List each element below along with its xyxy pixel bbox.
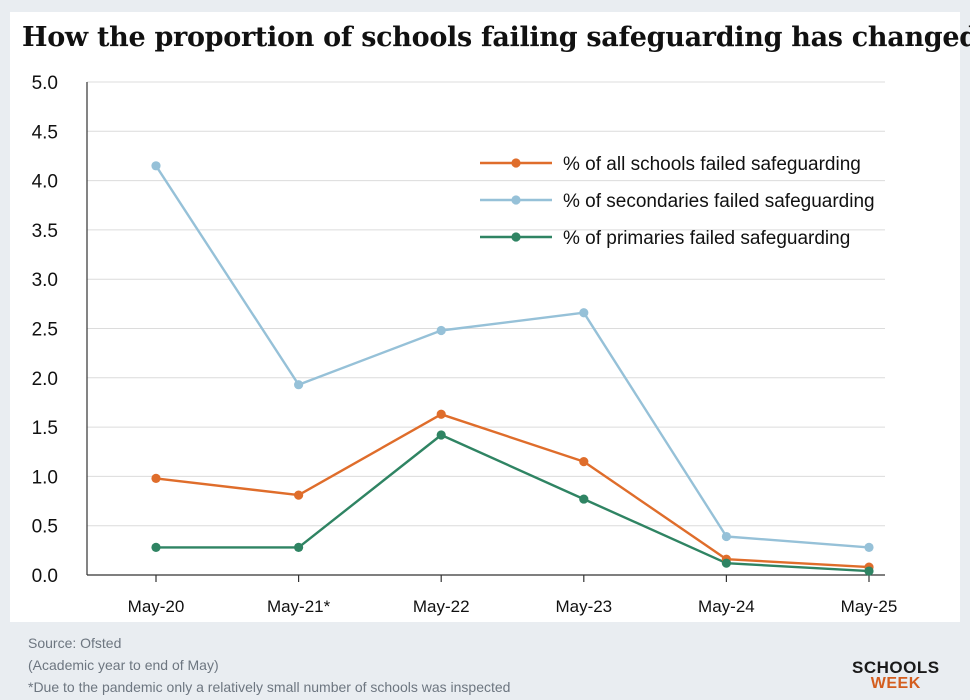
- y-tick-label: 0.5: [32, 517, 58, 538]
- axes: [86, 82, 885, 582]
- y-tick-label: 4.0: [32, 172, 58, 193]
- x-tick-label: May-20: [128, 597, 185, 616]
- x-tick-label: May-21*: [267, 597, 331, 616]
- y-tick-labels: 0.0 0.5 1.0 1.5 2.0 2.5 3.0 3.5 4.0 4.5 5.0: [32, 73, 58, 587]
- gridlines: [87, 81, 885, 527]
- series-line-primaries: [156, 433, 870, 573]
- series-line-all-schools: [155, 413, 870, 569]
- legend: % of all schools failed safeguarding % of…: [480, 154, 875, 249]
- data-point-secondaries: [436, 325, 446, 336]
- series-points: [151, 161, 874, 576]
- x-tick-label: May-24: [698, 597, 755, 616]
- y-tick-label: 4.5: [32, 122, 58, 143]
- legend-label: % of all schools failed safeguarding: [563, 154, 861, 175]
- data-point-secondaries: [864, 542, 874, 552]
- y-tick-label: 0.0: [32, 566, 58, 587]
- y-tick-label: 1.5: [32, 418, 58, 439]
- y-tick-label: 1.0: [32, 467, 58, 488]
- academic-year-note: (Academic year to end of May): [28, 657, 219, 673]
- data-point-all-schools: [294, 490, 304, 500]
- legend-label: % of primaries failed safeguarding: [563, 228, 850, 249]
- x-tick-label: May-23: [555, 597, 612, 616]
- data-point-secondaries: [151, 161, 161, 171]
- data-point-primaries: [579, 494, 589, 504]
- data-point-primaries: [151, 542, 161, 552]
- y-tick-label: 3.0: [32, 270, 58, 291]
- data-point-primaries: [864, 566, 874, 576]
- chart-title: How the proportion of schools failing sa…: [22, 22, 970, 53]
- data-point-primaries: [721, 558, 732, 568]
- legend-marker: [511, 158, 521, 168]
- x-tick-label: May-22: [413, 597, 470, 616]
- source-note: Source: Ofsted: [28, 635, 122, 651]
- data-point-primaries: [436, 430, 446, 440]
- y-tick-label: 2.0: [32, 369, 58, 390]
- x-tick-labels: May-20 May-21* May-22 May-23 May-24 May-25: [128, 597, 898, 616]
- series-line-secondaries: [154, 165, 870, 549]
- data-point-all-schools: [436, 409, 446, 419]
- y-tick-label: 2.5: [32, 320, 58, 341]
- legend-marker: [511, 195, 521, 205]
- x-tick-label: May-25: [841, 597, 898, 616]
- y-tick-label: 3.5: [32, 221, 58, 242]
- data-point-secondaries: [294, 380, 304, 390]
- chart-card: [10, 12, 960, 622]
- schools-week-logo: SCHOOLS WEEK: [852, 658, 940, 692]
- legend-marker: [511, 232, 521, 242]
- pandemic-note: *Due to the pandemic only a relatively s…: [28, 679, 511, 695]
- y-tick-label: 5.0: [32, 73, 58, 94]
- footer: Source: Ofsted (Academic year to end of …: [28, 632, 510, 698]
- data-point-secondaries: [721, 531, 732, 542]
- logo-line-1: SCHOOLS: [852, 658, 940, 677]
- data-point-all-schools: [151, 473, 161, 483]
- data-point-all-schools: [579, 457, 589, 467]
- legend-label: % of secondaries failed safeguarding: [563, 191, 875, 212]
- data-point-secondaries: [579, 308, 589, 318]
- logo-line-2: WEEK: [870, 675, 921, 692]
- series-lines: [154, 165, 870, 573]
- data-point-primaries: [294, 542, 304, 552]
